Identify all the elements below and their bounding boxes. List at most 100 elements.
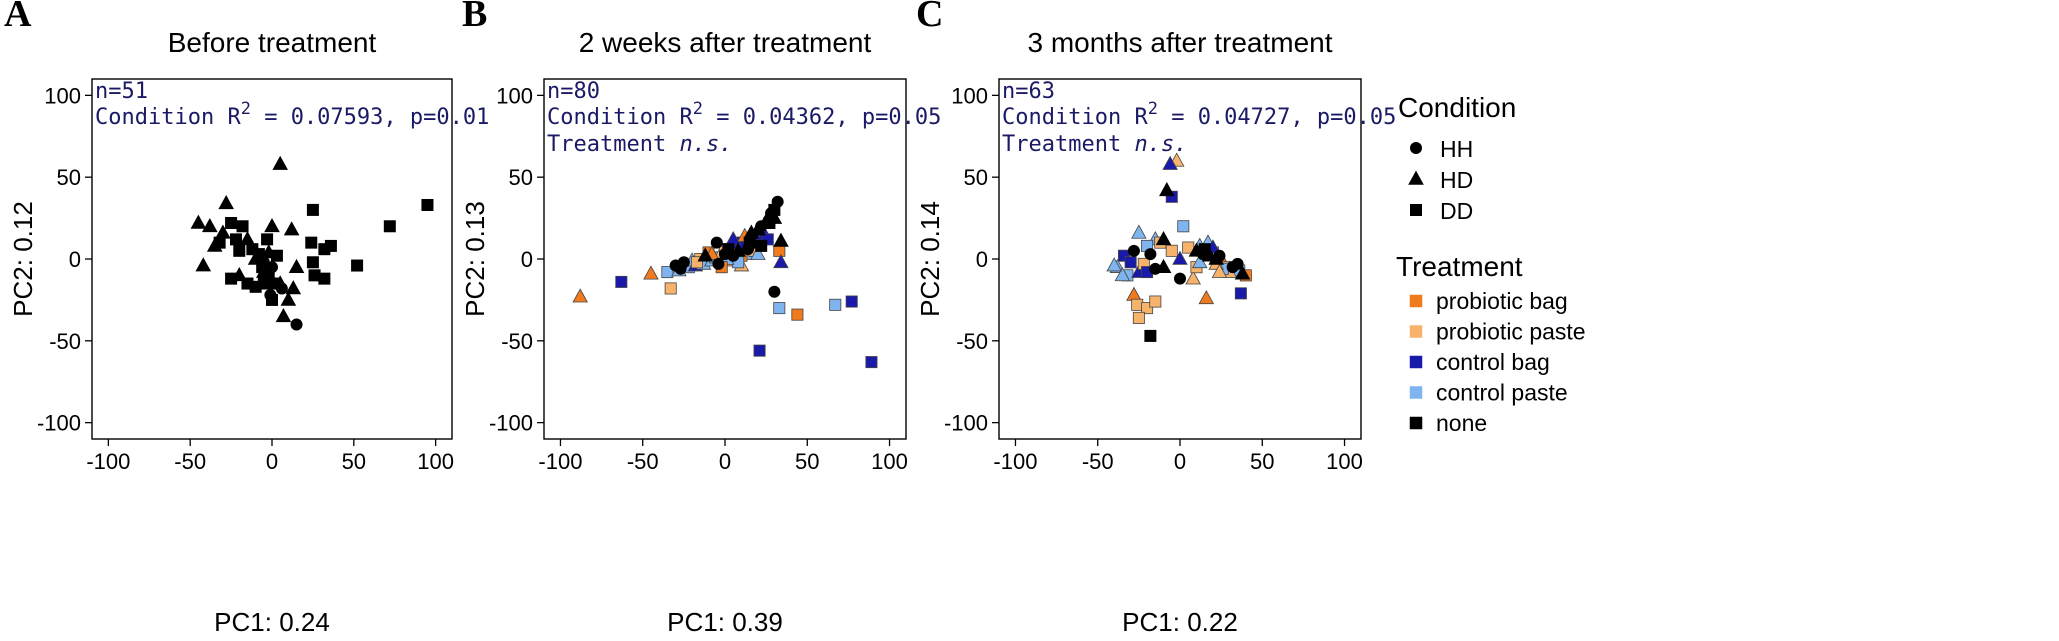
y-tick-label: -50 xyxy=(501,329,533,354)
x-tick-label: 50 xyxy=(342,449,366,474)
data-point xyxy=(1234,287,1247,300)
data-point xyxy=(280,291,297,306)
panel-letter: C xyxy=(916,0,943,35)
panel-c: C 3 months after treatment -100 -50 0 50 100 -1… xyxy=(915,0,1396,637)
y-tick-label: 50 xyxy=(57,165,81,190)
data-point xyxy=(1211,263,1228,278)
legend-swatch xyxy=(1409,294,1423,308)
data-point xyxy=(1132,311,1145,324)
data-point xyxy=(750,245,766,260)
legend-shape-circle-icon xyxy=(1410,141,1423,154)
annotation-treatment: Treatment n.s. xyxy=(547,132,732,157)
data-point xyxy=(773,244,786,257)
data-point xyxy=(1197,248,1210,261)
data-point xyxy=(1126,286,1142,301)
data-point xyxy=(664,282,677,295)
y-tick-label: 0 xyxy=(69,247,81,272)
legend-treatment-label: control bag xyxy=(1436,349,1550,375)
x-axis-label: PC1: 0.24 xyxy=(214,607,330,637)
y-tick-label: -50 xyxy=(49,329,81,354)
data-point xyxy=(1177,220,1190,233)
x-tick-label: -100 xyxy=(538,449,582,474)
data-point xyxy=(1106,257,1122,272)
legend-swatch xyxy=(1409,416,1423,430)
annotation-treatment: Treatment n.s. xyxy=(1002,132,1187,157)
annotation-condition: Condition R2 = 0.04727, p=0.05 xyxy=(1002,99,1396,130)
data-point xyxy=(190,214,207,229)
data-point xyxy=(643,265,659,280)
data-point xyxy=(1213,249,1226,262)
panel-b: B 2 weeks after treatment -100 -50 0 50 100 -10… xyxy=(460,0,941,637)
data-point xyxy=(1118,249,1131,262)
legend-treatment-label: none xyxy=(1436,410,1487,436)
data-point xyxy=(710,236,723,249)
data-point xyxy=(1127,244,1140,257)
data-point xyxy=(421,198,434,211)
data-point xyxy=(383,220,396,233)
data-point xyxy=(1144,329,1157,342)
data-point xyxy=(1174,272,1187,285)
data-point xyxy=(771,195,784,208)
y-tick-label: -100 xyxy=(944,411,988,436)
legend-treatment-label: control paste xyxy=(1436,380,1568,406)
annotation-condition-suffix: = 0.07593, p=0.01 xyxy=(251,105,489,130)
data-point xyxy=(712,257,725,270)
x-tick-label: 50 xyxy=(795,449,819,474)
y-tick-label: -100 xyxy=(37,411,81,436)
data-point xyxy=(264,288,277,301)
data-point xyxy=(755,239,768,252)
data-point xyxy=(753,344,766,357)
panel-a: A Before treatment -100 -50 0 50 100 -100 -50 0 50… xyxy=(4,0,489,637)
data-point xyxy=(845,295,858,308)
data-point xyxy=(615,275,628,288)
y-tick-label: 50 xyxy=(964,165,988,190)
legend-swatch xyxy=(1409,355,1423,369)
x-tick-label: 50 xyxy=(1250,449,1274,474)
data-point xyxy=(225,216,238,229)
annotation-r-squared-sup: 2 xyxy=(1148,99,1158,119)
legend-treatment-label: probiotic paste xyxy=(1436,319,1586,345)
data-point xyxy=(218,195,234,210)
data-point xyxy=(691,256,704,269)
data-point xyxy=(257,256,270,269)
x-tick-label: 100 xyxy=(871,449,908,474)
data-point xyxy=(213,236,226,249)
x-tick-label: -100 xyxy=(993,449,1037,474)
data-point xyxy=(742,243,755,256)
data-point xyxy=(229,233,242,246)
panel-letter: B xyxy=(462,0,487,35)
data-point xyxy=(1144,248,1157,261)
annotation-condition-suffix: = 0.04727, p=0.05 xyxy=(1158,105,1396,130)
annotation-treatment-ns: n.s. xyxy=(679,132,732,157)
data-point xyxy=(1185,270,1201,285)
data-point xyxy=(697,247,714,262)
x-tick-label: 100 xyxy=(417,449,454,474)
data-point xyxy=(1172,250,1188,265)
data-point xyxy=(1159,181,1175,197)
annotation-r-squared-sup: 2 xyxy=(693,99,703,119)
y-tick-label: 50 xyxy=(509,165,533,190)
data-point xyxy=(233,244,246,257)
annotation-condition-prefix: Condition R xyxy=(547,105,693,130)
data-point xyxy=(766,209,783,224)
x-tick-label: 0 xyxy=(719,449,731,474)
data-point xyxy=(773,232,789,247)
data-point xyxy=(768,285,781,298)
data-point xyxy=(1155,258,1172,273)
data-point xyxy=(1165,244,1178,257)
y-axis-label: PC2: 0.13 xyxy=(460,201,490,317)
data-point xyxy=(1231,257,1244,270)
data-point xyxy=(1124,256,1137,269)
annotation-condition-prefix: Condition R xyxy=(1002,105,1148,130)
y-axis-label: PC2: 0.14 xyxy=(915,201,945,317)
data-point xyxy=(288,258,305,273)
y-tick-label: 0 xyxy=(976,247,988,272)
data-point xyxy=(1198,289,1215,305)
annotation-condition-suffix: = 0.04362, p=0.05 xyxy=(703,105,941,130)
data-point xyxy=(661,266,674,279)
data-point xyxy=(773,253,789,269)
data-point xyxy=(257,277,270,290)
data-point xyxy=(829,298,842,311)
annotation-condition-prefix: Condition R xyxy=(95,105,241,130)
